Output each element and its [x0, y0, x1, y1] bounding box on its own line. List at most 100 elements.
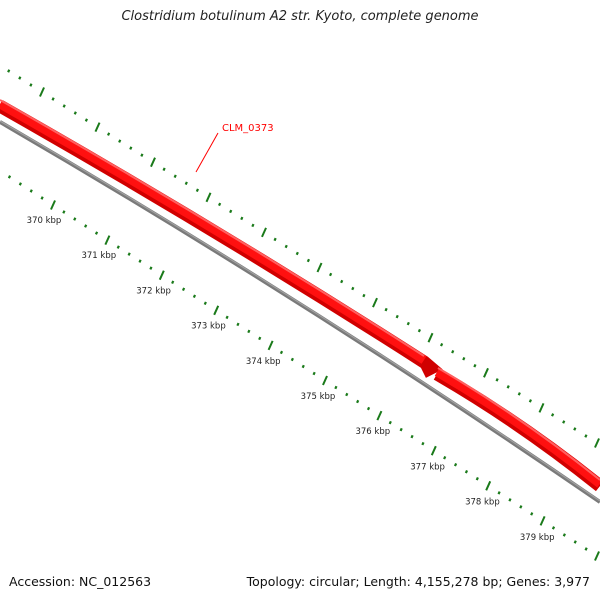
- minor-tick: [301, 364, 305, 369]
- map-title: Clostridium botulinum A2 str. Kyoto, com…: [121, 9, 479, 24]
- scale-label: 375 kbp: [301, 392, 336, 402]
- major-tick: [322, 375, 328, 386]
- scale-labels: 370 kbp 371 kbp 372 kbp 373 kbp 374 kbp 375 k…: [27, 216, 555, 543]
- minor-tick: [340, 279, 344, 284]
- minor-tick: [73, 111, 77, 115]
- minor-tick: [203, 301, 207, 306]
- minor-tick: [258, 336, 262, 341]
- scale-label: 376 kbp: [355, 427, 390, 437]
- minor-tick: [351, 286, 355, 291]
- scale-label: 372 kbp: [136, 286, 171, 296]
- minor-tick: [530, 512, 534, 516]
- major-tick: [430, 445, 437, 456]
- minor-tick: [362, 293, 366, 298]
- scale-label: 374 kbp: [246, 357, 281, 367]
- minor-tick: [475, 477, 479, 481]
- minor-tick: [62, 104, 66, 108]
- minor-tick: [290, 357, 294, 362]
- minor-tick: [406, 321, 410, 326]
- minor-tick: [384, 307, 388, 312]
- minor-tick: [7, 175, 12, 179]
- minor-tick: [118, 139, 122, 143]
- major-tick: [539, 515, 546, 526]
- minor-tick: [345, 392, 349, 397]
- minor-tick: [443, 455, 447, 460]
- minor-tick: [62, 210, 66, 214]
- minor-tick: [440, 342, 444, 347]
- minor-tick: [451, 349, 455, 354]
- major-tick: [94, 122, 101, 133]
- minor-tick: [7, 69, 11, 73]
- minor-tick: [473, 364, 477, 368]
- major-tick: [316, 262, 323, 273]
- minor-tick: [356, 399, 360, 404]
- minor-tick: [562, 420, 566, 424]
- minor-tick: [40, 196, 44, 200]
- minor-tick: [107, 132, 111, 136]
- minor-tick: [192, 294, 197, 299]
- minor-tick: [279, 350, 284, 355]
- major-tick: [538, 402, 545, 413]
- minor-tick: [329, 272, 333, 277]
- minor-tick: [184, 181, 188, 186]
- minor-tick: [84, 118, 88, 122]
- tick-row-lower: [7, 175, 600, 561]
- major-tick: [594, 551, 600, 561]
- minor-tick: [453, 462, 458, 467]
- minor-tick: [273, 237, 277, 242]
- minor-tick: [366, 406, 371, 411]
- gene-feature-next[interactable]: [433, 367, 600, 492]
- minor-tick: [84, 224, 88, 228]
- minor-tick: [218, 202, 222, 207]
- major-tick: [205, 192, 212, 203]
- minor-tick: [410, 434, 414, 439]
- minor-tick: [140, 153, 144, 157]
- minor-tick: [173, 174, 177, 178]
- major-tick: [485, 480, 492, 491]
- major-tick: [104, 235, 111, 246]
- minor-tick: [508, 498, 512, 502]
- major-tick: [50, 200, 56, 210]
- minor-tick: [162, 167, 166, 171]
- genome-summary-text: Topology: circular; Length: 4,155,278 bp…: [246, 574, 590, 589]
- minor-tick: [517, 392, 521, 396]
- minor-tick: [562, 533, 566, 537]
- minor-tick: [229, 209, 233, 214]
- minor-tick: [399, 427, 403, 432]
- minor-tick: [497, 491, 501, 495]
- tick-row-upper: [7, 69, 600, 448]
- minor-tick: [116, 245, 120, 249]
- scale-label: 379 kbp: [520, 533, 555, 543]
- minor-tick: [29, 189, 33, 193]
- minor-tick: [584, 434, 588, 438]
- major-tick: [372, 297, 378, 308]
- scale-label: 377 kbp: [410, 462, 445, 472]
- minor-tick: [551, 526, 556, 530]
- minor-tick: [421, 441, 425, 446]
- minor-tick: [29, 83, 33, 87]
- minor-tick: [284, 244, 288, 249]
- minor-tick: [127, 252, 131, 256]
- major-tick: [483, 367, 489, 378]
- major-tick: [158, 270, 165, 281]
- minor-tick: [573, 540, 577, 544]
- minor-tick: [247, 329, 251, 334]
- minor-tick: [149, 266, 153, 270]
- gene-feature-clm-0373[interactable]: [0, 99, 443, 378]
- backbone-highlight: [0, 120, 600, 502]
- scale-label: 378 kbp: [465, 498, 500, 508]
- minor-tick: [417, 328, 421, 333]
- minor-tick: [195, 188, 199, 193]
- minor-tick: [334, 385, 338, 390]
- minor-tick: [519, 505, 523, 509]
- major-tick: [213, 305, 220, 316]
- minor-tick: [388, 420, 392, 425]
- scale-label: 370 kbp: [27, 216, 62, 226]
- major-tick: [261, 227, 267, 238]
- minor-tick: [495, 378, 499, 382]
- feature-label[interactable]: CLM_0373: [222, 123, 274, 134]
- minor-tick: [181, 287, 186, 291]
- minor-tick: [94, 231, 99, 235]
